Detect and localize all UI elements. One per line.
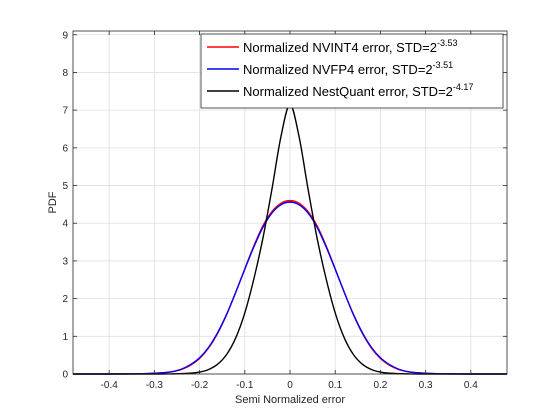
- x-tick-label: 0: [287, 380, 293, 391]
- x-tick-label: -0.4: [101, 380, 119, 391]
- y-tick-label: 6: [62, 143, 68, 154]
- legend-exponent-2: -3.51: [433, 60, 454, 70]
- x-tick-label: -0.2: [191, 380, 209, 391]
- x-tick-label: 0.2: [373, 380, 387, 391]
- y-tick-label: 9: [62, 30, 68, 41]
- legend-entry-1: Normalized NVINT4 error, STD=2-3.53: [243, 38, 458, 55]
- y-tick-label: 3: [62, 256, 68, 267]
- y-tick-label: 8: [62, 68, 68, 79]
- y-tick-label: 4: [62, 219, 68, 230]
- y-tick-label: 0: [62, 370, 68, 381]
- y-axis-label: PDF: [47, 191, 59, 213]
- legend-entry-3: Normalized NestQuant error, STD=2-4.17: [243, 82, 473, 99]
- legend-entry-2: Normalized NVFP4 error, STD=2-3.51: [243, 60, 453, 77]
- legend-exponent-1: -3.53: [437, 38, 458, 48]
- legend-exponent-3: -4.17: [453, 82, 474, 92]
- x-axis-label: Semi Normalized error: [235, 394, 345, 406]
- axis-ticks: -0.4 -0.3 -0.2 -0.1 0 0.1 0.2 0.3 0.4 0 1 2 3 4 5 6 7 8 9: [62, 30, 507, 391]
- legend-box: [200, 33, 504, 109]
- y-tick-label: 2: [62, 294, 68, 305]
- x-tick-label: 0.3: [419, 380, 433, 391]
- y-tick-label: 5: [62, 181, 68, 192]
- x-tick-label: 0.1: [328, 380, 342, 391]
- y-tick-label: 1: [62, 332, 68, 343]
- legend: Normalized NVINT4 error, STD=2-3.53 Norma…: [200, 33, 504, 109]
- y-tick-label: 7: [62, 106, 68, 117]
- series-line-2: [72, 201, 508, 375]
- x-tick-label: -0.3: [146, 380, 164, 391]
- x-tick-label: 0.4: [464, 380, 478, 391]
- x-tick-label: -0.1: [236, 380, 254, 391]
